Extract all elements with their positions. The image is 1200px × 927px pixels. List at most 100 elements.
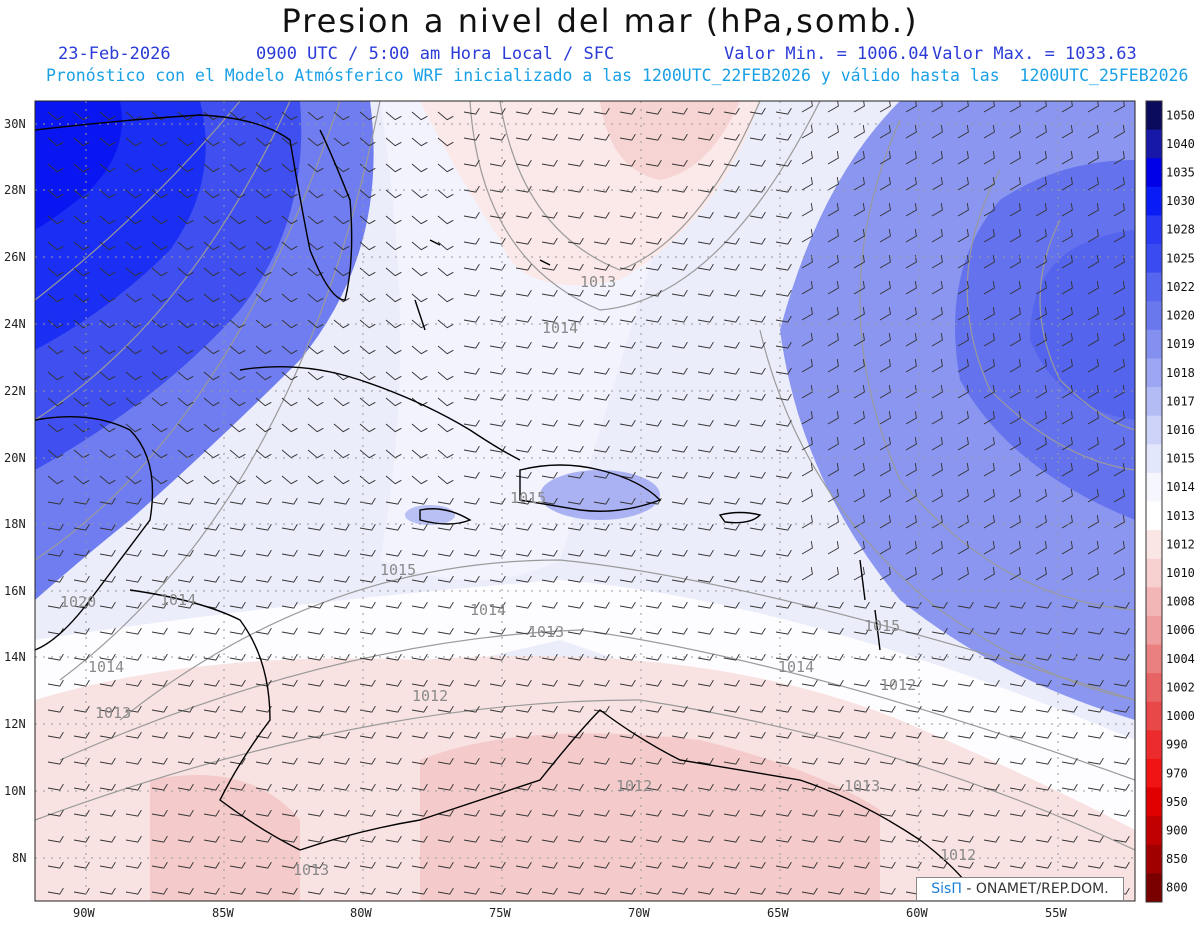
wind-barb xyxy=(177,783,194,791)
wind-barb xyxy=(1035,307,1047,321)
wind-barb xyxy=(385,653,402,661)
wind-barb xyxy=(463,367,480,375)
wind-barb xyxy=(1035,411,1047,425)
wind-barb xyxy=(801,757,818,765)
wind-barb xyxy=(723,809,740,817)
wind-barb xyxy=(541,497,558,505)
wind-barb xyxy=(1087,541,1099,555)
wind-barb xyxy=(333,111,350,121)
wind-barb xyxy=(489,601,506,609)
wind-barb xyxy=(203,345,220,355)
wind-barb xyxy=(671,107,688,115)
wind-barb xyxy=(1113,541,1125,555)
wind-barb xyxy=(827,437,839,451)
wind-barb xyxy=(255,241,272,251)
wind-barb xyxy=(1035,125,1047,139)
wind-barb xyxy=(307,835,324,843)
wind-barb xyxy=(593,211,610,219)
wind-barb xyxy=(957,541,969,555)
wind-barb xyxy=(229,783,246,791)
wind-barb xyxy=(463,705,480,713)
wind-barb xyxy=(1061,333,1073,347)
wind-barb xyxy=(749,523,766,531)
wind-barb xyxy=(905,307,917,321)
wind-barb xyxy=(411,497,428,505)
wind-barb xyxy=(645,471,662,479)
wind-barb xyxy=(203,783,220,791)
wind-barb xyxy=(47,783,64,791)
wind-barb xyxy=(229,887,246,895)
wind-barb xyxy=(879,489,891,503)
wind-barb xyxy=(541,341,558,349)
wind-barb xyxy=(853,757,870,765)
wind-barb xyxy=(801,515,813,529)
wind-barb xyxy=(957,229,969,243)
wind-barb xyxy=(645,159,662,167)
wind-barb xyxy=(931,515,943,529)
wind-barb xyxy=(1009,177,1021,191)
wind-barb xyxy=(593,237,610,245)
wind-barb xyxy=(333,861,350,869)
wind-barb xyxy=(47,189,64,199)
wind-barb xyxy=(567,653,584,661)
wind-barb xyxy=(853,333,865,347)
wind-barb xyxy=(801,567,813,581)
wind-barb xyxy=(1087,437,1099,451)
wind-barb xyxy=(671,835,688,843)
wind-barb xyxy=(99,475,116,485)
wind-barb xyxy=(203,497,220,505)
wind-barb xyxy=(567,523,584,531)
wind-barb xyxy=(905,281,917,295)
wind-barb xyxy=(593,315,610,323)
wind-barb xyxy=(1061,705,1078,713)
colorbar-swatch xyxy=(1146,129,1162,159)
wind-barb xyxy=(619,653,636,661)
wind-barb xyxy=(515,341,532,349)
wind-barb xyxy=(437,449,454,459)
colorbar-swatch xyxy=(1146,758,1162,789)
pressure-map: 1013 1014 1015 1015 1014 1013 1014 1015 … xyxy=(4,100,1195,920)
wind-barb xyxy=(1061,177,1073,191)
wind-barb xyxy=(931,489,943,503)
wind-barb xyxy=(411,679,428,687)
colorbar-swatch xyxy=(1146,587,1162,617)
wind-barb xyxy=(411,423,428,433)
wind-barb xyxy=(619,783,636,791)
wind-barb xyxy=(671,575,688,583)
wind-barb xyxy=(333,809,350,817)
wind-barb xyxy=(879,255,891,269)
wind-barb xyxy=(983,653,1000,661)
wind-barb xyxy=(1035,541,1047,555)
wind-barb xyxy=(801,489,813,503)
wind-barb xyxy=(73,475,90,485)
wind-barb xyxy=(281,345,298,355)
wind-barb xyxy=(879,757,896,765)
wind-barb xyxy=(957,125,969,139)
wind-barb xyxy=(411,523,428,531)
wind-barb xyxy=(567,627,584,635)
wind-barb xyxy=(255,523,272,531)
lon-label: 60W xyxy=(906,906,928,920)
wind-barb xyxy=(827,731,844,739)
wind-barb xyxy=(567,783,584,791)
wind-barb xyxy=(775,575,792,583)
wind-barb xyxy=(957,705,974,713)
wind-barb xyxy=(385,423,402,433)
wind-barb xyxy=(983,679,1000,687)
wind-barb xyxy=(671,237,688,245)
wind-barb xyxy=(489,289,506,297)
wind-barb xyxy=(905,411,917,425)
wind-barb xyxy=(489,237,506,245)
colorbar-frame xyxy=(1145,100,1163,903)
wind-barb xyxy=(827,151,839,165)
wind-barb xyxy=(1009,411,1021,425)
wind-barb xyxy=(47,601,64,609)
wind-barb xyxy=(905,229,917,243)
wind-barb xyxy=(47,319,64,329)
wind-barb xyxy=(437,523,454,531)
wind-barb xyxy=(775,783,792,791)
wind-barb xyxy=(567,601,584,609)
wind-barb xyxy=(983,809,1000,817)
wind-barb xyxy=(645,835,662,843)
lon-label: 85W xyxy=(212,906,234,920)
